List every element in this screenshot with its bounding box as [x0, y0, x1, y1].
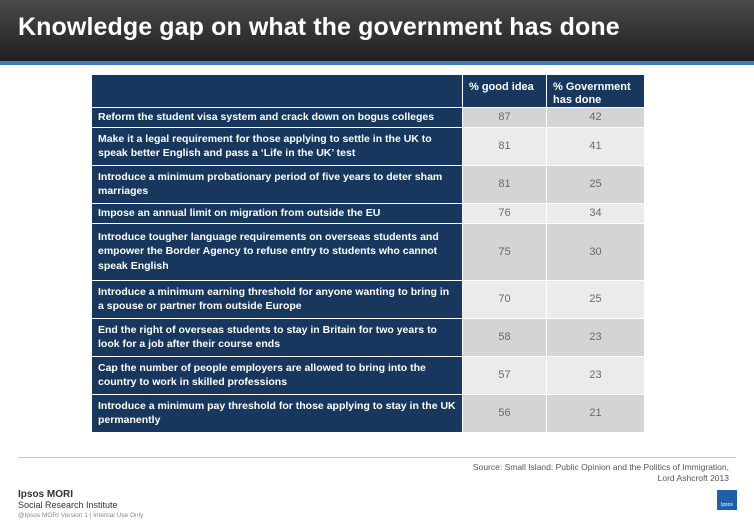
logo-text: Ipsos — [721, 502, 733, 508]
value-government-done: 25 — [546, 164, 645, 204]
table-row: Reform the student visa system and crack… — [91, 107, 645, 128]
ipsos-logo-icon: Ipsos — [717, 490, 737, 510]
table-row: Cap the number of people employers are a… — [91, 355, 645, 395]
brand-footer: @Ipsos MORI Version 1 | Internal Use Onl… — [18, 512, 144, 519]
table-header-row: % good idea % Government has done — [91, 74, 645, 108]
header-government-done: % Government has done — [546, 74, 645, 108]
value-government-done: 23 — [546, 317, 645, 357]
row-label: Introduce a minimum pay threshold for th… — [91, 393, 463, 433]
table-row: Introduce a minimum probationary period … — [91, 164, 645, 204]
row-label: Impose an annual limit on migration from… — [91, 202, 463, 224]
table-row: Make it a legal requirement for those ap… — [91, 126, 645, 166]
value-good-idea: 81 — [462, 164, 547, 204]
value-good-idea: 70 — [462, 279, 547, 319]
value-good-idea: 56 — [462, 393, 547, 433]
source-note: Source: Small Island: Public Opinion and… — [472, 462, 729, 483]
brand-subtitle: Social Research Institute — [18, 500, 118, 510]
value-good-idea: 57 — [462, 355, 547, 395]
value-government-done: 34 — [546, 202, 645, 224]
value-government-done: 23 — [546, 355, 645, 395]
row-label: Introduce tougher language requirements … — [91, 222, 463, 281]
value-good-idea: 76 — [462, 202, 547, 224]
value-good-idea: 75 — [462, 222, 547, 281]
value-government-done: 42 — [546, 107, 645, 128]
value-government-done: 30 — [546, 222, 645, 281]
row-label: Make it a legal requirement for those ap… — [91, 126, 463, 166]
row-label: Introduce a minimum probationary period … — [91, 164, 463, 204]
footer-divider — [18, 457, 736, 458]
table-row: End the right of overseas students to st… — [91, 317, 645, 357]
title-bar: Knowledge gap on what the government has… — [0, 0, 754, 61]
table-row: Introduce a minimum pay threshold for th… — [91, 393, 645, 433]
row-label: Reform the student visa system and crack… — [91, 107, 463, 128]
survey-table: % good idea % Government has done Reform… — [91, 74, 645, 433]
value-government-done: 41 — [546, 126, 645, 166]
table-row: Introduce a minimum earning threshold fo… — [91, 279, 645, 319]
header-statement — [91, 74, 463, 108]
title-accent-rule — [0, 61, 754, 65]
slide-title: Knowledge gap on what the government has… — [18, 13, 620, 41]
brand-block: Ipsos MORI Social Research Institute @Ip… — [18, 489, 143, 520]
value-good-idea: 87 — [462, 107, 547, 128]
value-good-idea: 81 — [462, 126, 547, 166]
row-label: Cap the number of people employers are a… — [91, 355, 463, 395]
brand-name: Ipsos MORI — [18, 489, 74, 500]
row-label: End the right of overseas students to st… — [91, 317, 463, 357]
table-row: Impose an annual limit on migration from… — [91, 202, 645, 224]
value-good-idea: 58 — [462, 317, 547, 357]
value-government-done: 25 — [546, 279, 645, 319]
header-good-idea: % good idea — [462, 74, 547, 108]
table-row: Introduce tougher language requirements … — [91, 222, 645, 281]
value-government-done: 21 — [546, 393, 645, 433]
row-label: Introduce a minimum earning threshold fo… — [91, 279, 463, 319]
